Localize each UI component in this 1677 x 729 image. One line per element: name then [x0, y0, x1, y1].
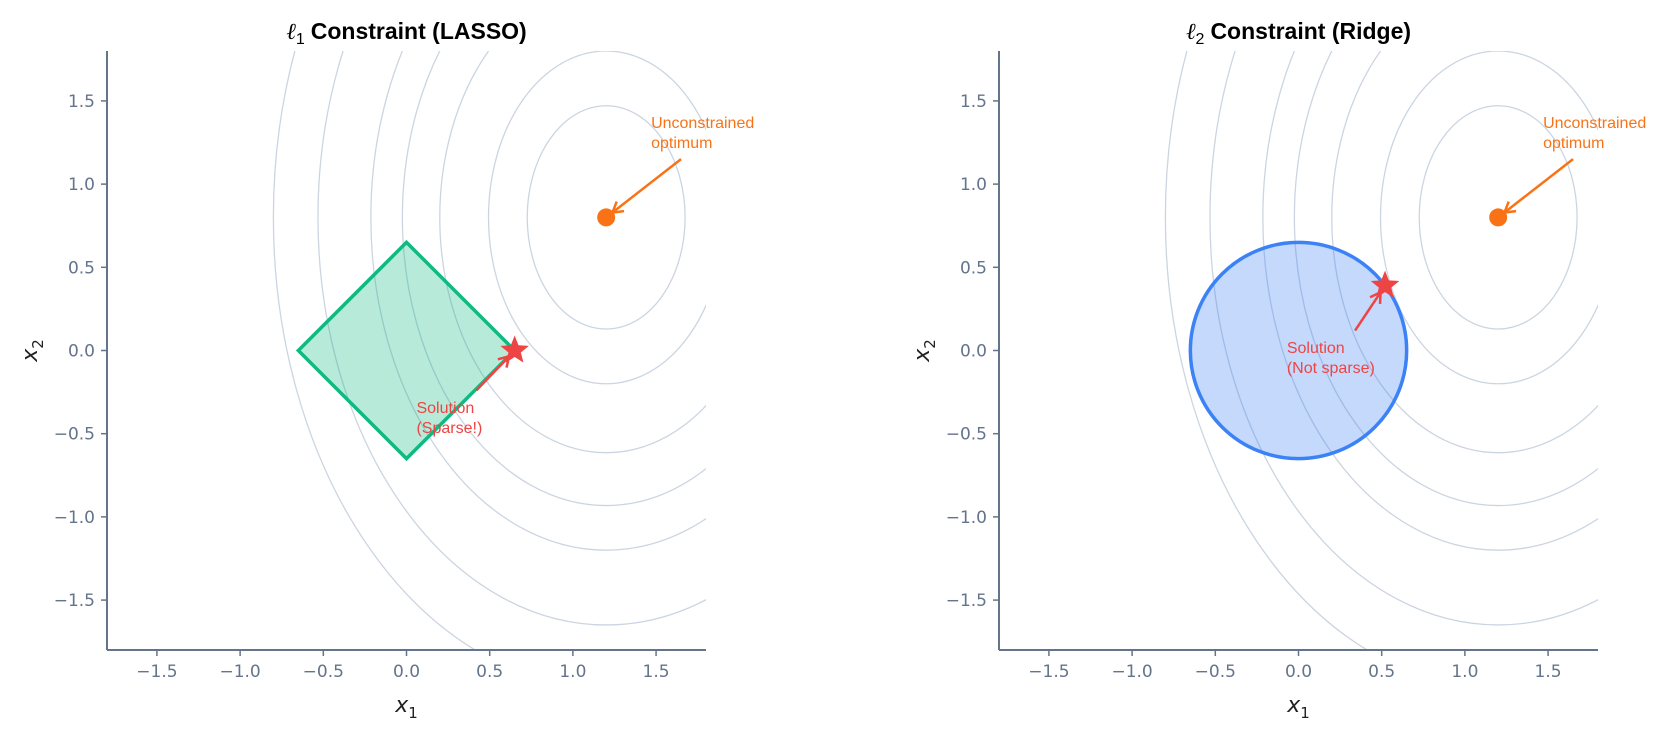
contour-line: [439, 51, 706, 454]
x-axis-label-sub: 1: [1300, 704, 1310, 722]
l1-constraint-diamond: [295, 239, 518, 462]
title-symbol: ℓ: [1186, 19, 1196, 45]
plot-area: [272, 51, 706, 650]
x-axis-label-main: x: [1286, 693, 1301, 718]
contour-line: [1379, 51, 1598, 385]
x-axis-label: x1: [394, 693, 418, 722]
x-tick-label: −1.0: [1111, 662, 1152, 682]
x-tick-label: 0.0: [1285, 662, 1312, 682]
contour-line: [487, 51, 706, 385]
y-tick-label: 1.0: [68, 175, 95, 195]
contour-line: [401, 51, 706, 507]
y-tick-label: −1.0: [946, 508, 987, 528]
solution-label: (Sparse!): [416, 420, 482, 437]
solution-arrow: [1354, 291, 1382, 332]
chart-title: ℓ1 Constraint (LASSO): [286, 18, 526, 48]
contour-line: [370, 51, 706, 551]
l2-constraint-circle: [1188, 240, 1409, 461]
optimum-label: optimum: [1543, 135, 1604, 152]
y-axis-label: x2: [910, 339, 939, 363]
solution-label: Solution: [416, 400, 474, 417]
optimum-label: Unconstrained: [1543, 115, 1646, 132]
y-tick-label: 0.0: [960, 342, 987, 362]
optimum-label: Unconstrained: [651, 115, 754, 132]
x-tick-label: −1.5: [136, 662, 177, 682]
title-symbol: ℓ: [286, 19, 296, 45]
contour-line: [526, 105, 686, 330]
solution-label: Solution: [1287, 340, 1345, 357]
unconstrained-optimum-point: [1489, 208, 1508, 227]
x-axis-label-sub: 1: [408, 704, 418, 722]
title-text: Constraint (LASSO): [311, 18, 527, 44]
y-tick-label: −0.5: [946, 425, 987, 445]
y-axis-label-sub: 2: [29, 339, 47, 349]
y-tick-label: −1.5: [946, 591, 987, 611]
x-tick-label: 1.5: [1535, 662, 1562, 682]
optimum-label: optimum: [651, 135, 712, 152]
x-tick-label: 1.0: [559, 662, 586, 682]
x-tick-label: 0.0: [393, 662, 420, 682]
y-axis-label-sub: 2: [921, 339, 939, 349]
x-tick-label: −0.5: [1195, 662, 1236, 682]
chart-title: ℓ2 Constraint (Ridge): [1186, 18, 1411, 48]
contour-line: [1331, 51, 1598, 454]
title-text: Constraint (Ridge): [1210, 18, 1411, 44]
panel-2: Unconstrained optimum Solution (Not sparse)…: [910, 18, 1646, 722]
solution-label: (Not sparse): [1287, 360, 1375, 377]
panel-1: Unconstrained optimum Solution (Sparse!) −1.…: [18, 18, 754, 722]
contour-line: [1262, 51, 1598, 551]
y-tick-label: 1.5: [960, 92, 987, 112]
x-tick-label: −0.5: [303, 662, 344, 682]
y-axis-label: x2: [18, 339, 47, 363]
x-tick-label: −1.0: [219, 662, 260, 682]
x-tick-label: 0.5: [476, 662, 503, 682]
y-tick-label: 0.0: [68, 342, 95, 362]
unconstrained-optimum-point: [597, 208, 616, 227]
y-tick-label: 1.0: [960, 175, 987, 195]
contour-line: [1293, 51, 1598, 507]
y-tick-label: 0.5: [68, 258, 95, 278]
title-subscript: 1: [296, 31, 305, 48]
optimum-arrow: [1503, 158, 1574, 214]
contour-line: [1418, 105, 1578, 330]
title-subscript: 2: [1196, 31, 1205, 48]
y-tick-label: −0.5: [54, 425, 95, 445]
solution-star: [500, 335, 529, 363]
y-tick-label: −1.5: [54, 591, 95, 611]
y-tick-label: 0.5: [960, 258, 987, 278]
contour-line: [272, 51, 477, 650]
x-tick-label: 0.5: [1368, 662, 1395, 682]
solution-arrow: [475, 355, 511, 392]
x-axis-label-main: x: [394, 693, 409, 718]
x-tick-label: 1.0: [1451, 662, 1478, 682]
contour-line: [317, 51, 706, 626]
contour-line: [1164, 51, 1369, 650]
plot-area: [1164, 51, 1598, 650]
x-tick-label: 1.5: [643, 662, 670, 682]
y-axis-label-main: x: [910, 348, 935, 363]
y-tick-label: −1.0: [54, 508, 95, 528]
y-axis-label-main: x: [18, 348, 43, 363]
contour-line: [1209, 51, 1598, 626]
x-axis-label: x1: [1286, 693, 1310, 722]
x-tick-label: −1.5: [1028, 662, 1069, 682]
solution-star: [1370, 270, 1400, 298]
y-tick-label: 1.5: [68, 92, 95, 112]
optimum-arrow: [611, 158, 682, 214]
